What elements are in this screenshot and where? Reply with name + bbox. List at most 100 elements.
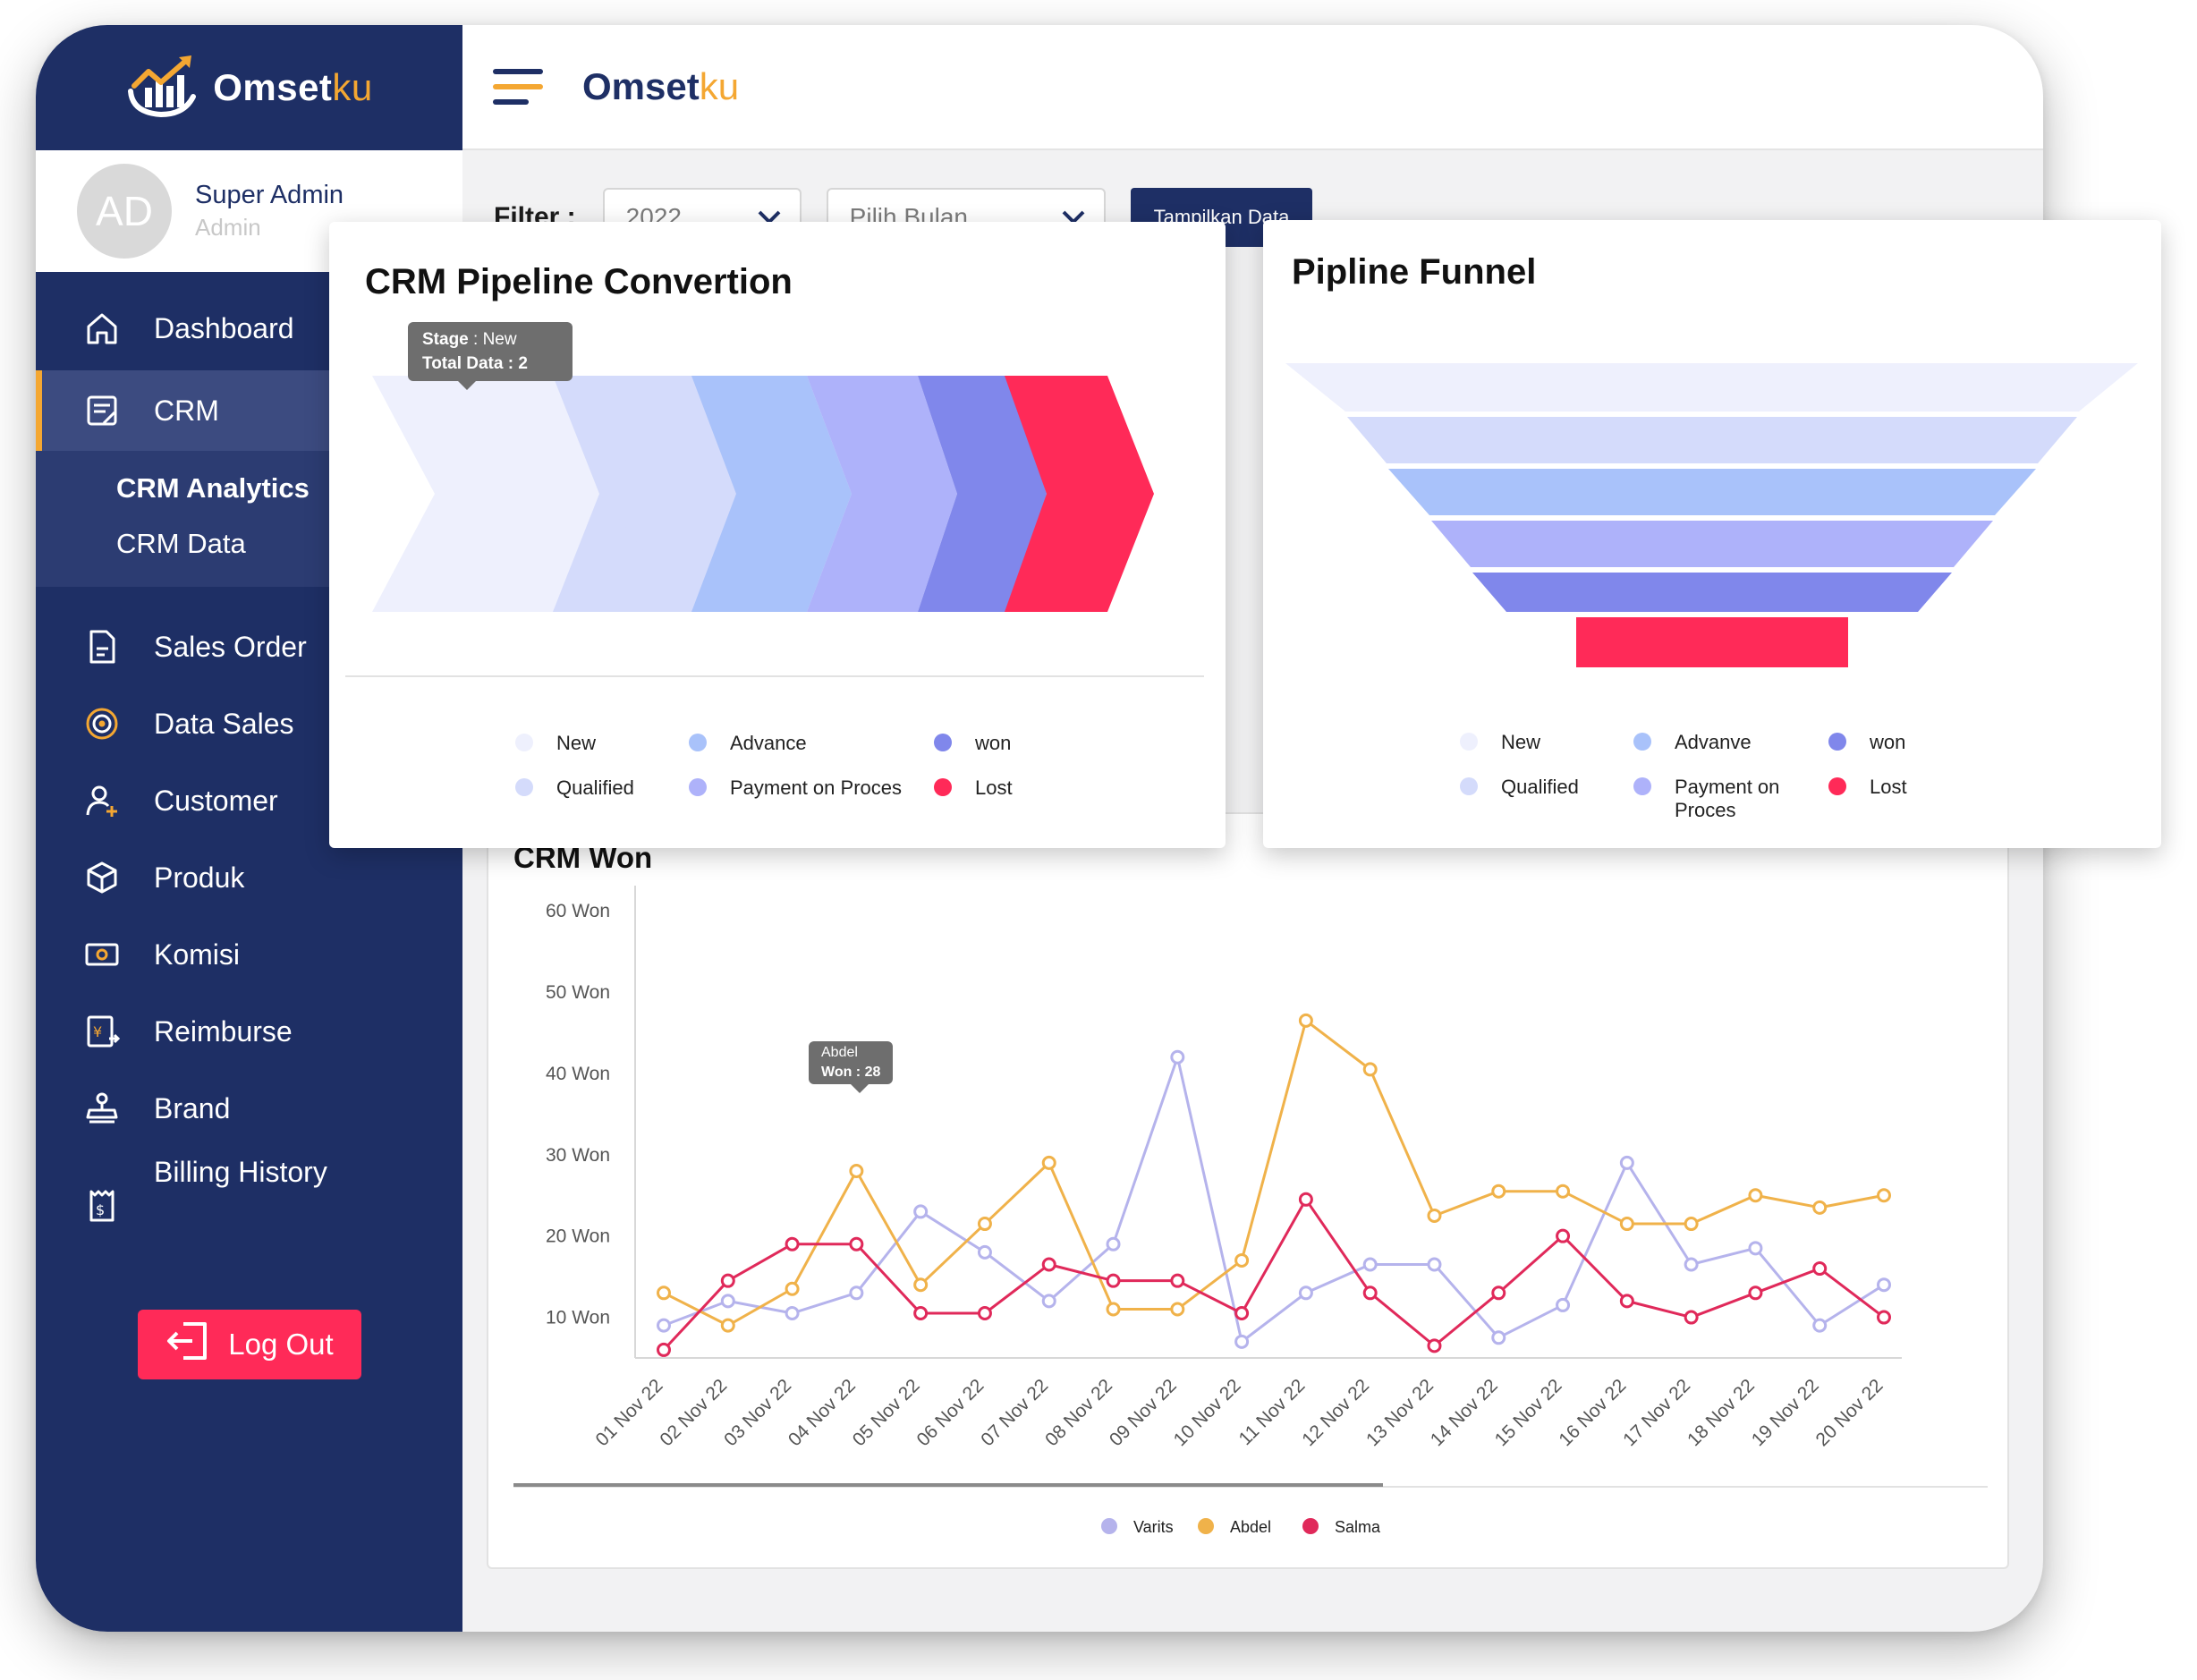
x-tick-label: 03 Nov 22 — [720, 1375, 795, 1450]
pipeline-stage-new — [372, 376, 602, 612]
data-point-abdel — [1427, 1208, 1442, 1223]
legend-dot — [1302, 1518, 1319, 1534]
sidebar-item-label: Billing History — [154, 1156, 327, 1188]
sidebar-item-crm[interactable]: CRM — [36, 372, 462, 449]
legend-label: Payment on Proces — [1675, 776, 1780, 821]
funnel-legend-advance[interactable]: Advanve — [1633, 731, 1752, 754]
sidebar-item-label: Data Sales — [154, 707, 294, 740]
legend-label: Varits — [1133, 1518, 1174, 1536]
x-tick-label: 02 Nov 22 — [656, 1375, 731, 1450]
funnel-stage-lost — [1576, 617, 1848, 667]
data-point-abdel — [1877, 1188, 1891, 1203]
funnel-legend-payment[interactable]: Payment on Proces — [1633, 776, 1812, 822]
sidebar-item-reimburse[interactable]: ¥ Reimburse — [36, 993, 462, 1070]
data-point-salma — [1491, 1285, 1506, 1301]
funnel-stage-advance — [1388, 469, 2036, 515]
x-tick-label: 08 Nov 22 — [1041, 1375, 1116, 1450]
data-point-varits — [1427, 1257, 1442, 1272]
x-tick-label: 05 Nov 22 — [849, 1375, 924, 1450]
data-point-salma — [1106, 1273, 1121, 1288]
pipeline-tooltip: Stage : New Total Data : 2 — [408, 322, 573, 390]
legend-dot — [1828, 777, 1846, 795]
x-tick-label: 19 Nov 22 — [1748, 1375, 1823, 1450]
legend-label: New — [556, 732, 597, 754]
funnel-legend-new[interactable]: New — [1460, 731, 1540, 754]
crm-won-tooltip: Abdel Won : 28 — [809, 1041, 894, 1093]
data-point-abdel — [657, 1285, 671, 1301]
pipeline-legend-advance[interactable]: Advance — [689, 732, 807, 755]
pipeline-legend-lost[interactable]: Lost — [934, 776, 1013, 800]
sidebar-item-komisi[interactable]: Komisi — [36, 916, 462, 993]
sidebar-subitem-crm-analytics[interactable]: CRM Analytics — [116, 472, 310, 504]
stamp-icon — [82, 1089, 122, 1128]
series-line-salma — [662, 1198, 1885, 1351]
funnel-legend-won[interactable]: won — [1828, 731, 1905, 754]
sidebar-item-dashboard[interactable]: Dashboard — [36, 290, 462, 367]
series-line-abdel — [663, 1019, 1885, 1328]
sidebar-subitem-crm-data[interactable]: CRM Data — [116, 528, 246, 559]
logout-button[interactable]: Log Out — [138, 1310, 361, 1379]
pipeline-legend-payment[interactable]: Payment on Proces — [689, 776, 902, 800]
logout-icon — [165, 1320, 210, 1369]
pipeline-stage-payment — [807, 376, 957, 612]
sidebar-item-brand[interactable]: Brand — [36, 1070, 462, 1147]
pipeline-funnel-card: Pipline Funnel New Qualified Advanve Pay… — [1263, 220, 2161, 848]
data-point-abdel — [1362, 1062, 1378, 1077]
sidebar-item-billing-history[interactable]: $ Billing History — [36, 1147, 462, 1224]
sidebar-item-label: Dashboard — [154, 311, 294, 344]
billing-icon: $ — [82, 1186, 122, 1226]
sidebar-item-data-sales[interactable]: Data Sales — [36, 685, 462, 762]
data-point-salma — [1619, 1294, 1634, 1309]
x-tick-label: 18 Nov 22 — [1684, 1375, 1759, 1450]
box-icon — [82, 858, 122, 897]
data-point-salma — [1748, 1285, 1763, 1301]
legend-dot — [689, 734, 707, 751]
data-point-abdel — [1491, 1184, 1506, 1199]
data-point-salma — [1427, 1338, 1442, 1353]
hamburger-menu-icon[interactable] — [493, 69, 543, 105]
tooltip-stage-label: Stage — [422, 330, 469, 349]
legend-label: Salma — [1335, 1518, 1381, 1536]
data-point-salma — [977, 1306, 992, 1321]
crm-won-card: CRM Won 10 Won 20 Won 30 Won 40 Won 50 Won 60… — [487, 812, 2009, 1569]
funnel-legend-qualified[interactable]: Qualified — [1460, 776, 1579, 799]
sidebar-item-sales-order[interactable]: Sales Order — [36, 608, 462, 685]
funnel-legend-lost[interactable]: Lost — [1828, 776, 1907, 799]
x-tick-label: 17 Nov 22 — [1619, 1375, 1694, 1450]
legend-dot — [515, 778, 533, 796]
sidebar-item-label: Reimburse — [154, 1014, 293, 1048]
data-point-abdel — [720, 1318, 735, 1333]
add-user-icon — [82, 781, 122, 820]
pipeline-arrow-chart — [345, 376, 1204, 677]
pipeline-conversion-card: CRM Pipeline Convertion Stage : New Tota… — [329, 222, 1226, 848]
data-point-abdel — [1748, 1188, 1763, 1203]
pipeline-legend-won[interactable]: won — [934, 732, 1011, 755]
x-tick-label: 07 Nov 22 — [977, 1375, 1052, 1450]
data-point-salma — [913, 1306, 929, 1321]
data-point-varits — [720, 1294, 735, 1309]
data-point-salma — [1877, 1310, 1891, 1325]
sidebar-item-produk[interactable]: Produk — [36, 839, 462, 916]
data-point-varits — [1684, 1257, 1699, 1272]
data-point-varits — [657, 1318, 671, 1333]
sidebar-item-customer[interactable]: Customer — [36, 762, 462, 839]
pipeline-legend-qualified[interactable]: Qualified — [515, 776, 634, 800]
data-point-salma — [785, 1236, 800, 1252]
data-point-varits — [1748, 1241, 1763, 1256]
data-point-varits — [1491, 1330, 1506, 1345]
data-point-varits — [1812, 1318, 1828, 1333]
legend-dot — [934, 778, 952, 796]
x-tick-label: 06 Nov 22 — [913, 1375, 988, 1450]
x-tick-label: 04 Nov 22 — [785, 1375, 860, 1450]
logout-label: Log Out — [228, 1328, 334, 1361]
legend-dot — [689, 778, 707, 796]
sidebar-brand[interactable]: Omsetku — [36, 25, 462, 150]
legend-label: Abdel — [1230, 1518, 1271, 1536]
legend-dot — [934, 734, 952, 751]
tooltip-series-name: Abdel — [821, 1045, 858, 1060]
pipeline-legend-new[interactable]: New — [515, 732, 596, 755]
data-point-varits — [1362, 1257, 1378, 1272]
pipeline-title: CRM Pipeline Convertion — [365, 262, 793, 301]
sidebar-brand-name: Omsetku — [213, 66, 373, 108]
data-point-varits — [1556, 1297, 1571, 1312]
